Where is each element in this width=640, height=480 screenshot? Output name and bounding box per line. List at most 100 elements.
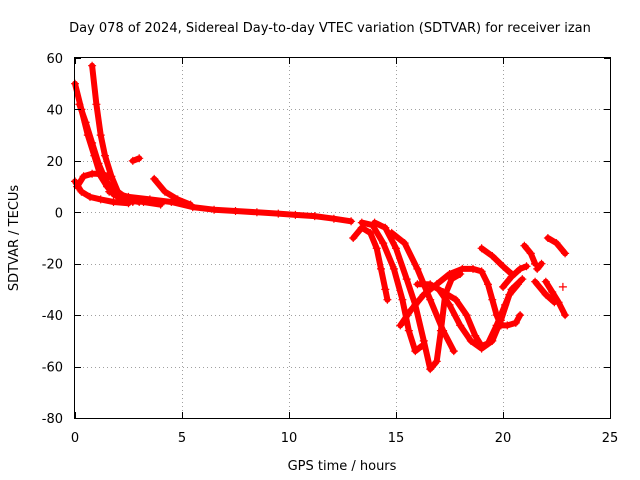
data-point-arc-14 xyxy=(471,331,480,340)
data-point-arc-14 xyxy=(451,295,460,304)
y-tick-label: 20 xyxy=(46,155,63,170)
axis-ticks: 0 5 10 15 20 25 -80 -60 -40 -20 0 20 40 60 xyxy=(42,52,619,446)
data-point-arc-18 xyxy=(541,277,550,286)
data-point-arc-06 xyxy=(329,214,338,223)
data-point-arc-14 xyxy=(439,288,448,296)
data-point-arc-01 xyxy=(83,131,92,140)
data-point-arc-11 xyxy=(447,275,456,284)
data-point-arc-14 xyxy=(462,311,471,320)
data-point-arc-13 xyxy=(477,267,486,276)
data-point-arc-02 xyxy=(81,118,90,127)
data-point-arc-15 xyxy=(496,316,505,325)
data-point-arc-07 xyxy=(150,174,159,183)
data-point-arc-01 xyxy=(90,151,99,160)
data-point-arc-03 xyxy=(92,100,101,109)
data-point-arc-06 xyxy=(105,187,114,196)
series-trace-arc-02 xyxy=(76,101,143,205)
data-point-arc-12 xyxy=(413,264,422,273)
x-tick-label: 0 xyxy=(71,431,79,446)
series-trace-arc-16 xyxy=(500,263,530,290)
data-point-arc-07 xyxy=(186,200,195,209)
data-point-arc-03 xyxy=(101,151,109,160)
data-point-arc-03 xyxy=(96,131,105,140)
data-point-arc-14 xyxy=(492,321,501,330)
plot-frame xyxy=(74,57,611,419)
y-tick-label: 40 xyxy=(46,103,63,118)
data-point-arc-03 xyxy=(156,200,165,209)
data-point-arc-14 xyxy=(426,280,435,289)
series-trace-arc-21 xyxy=(521,242,539,267)
data-point-arc-02 xyxy=(94,159,103,168)
data-point-arc-22 xyxy=(537,259,546,268)
data-point-arc-15 xyxy=(456,321,465,330)
data-point-arc-14 xyxy=(507,285,516,294)
data-point-arc-10 xyxy=(417,342,426,350)
data-point-arc-10 xyxy=(379,239,388,248)
data-point-arc-18 xyxy=(548,288,557,296)
x-axis-label: GPS time / hours xyxy=(288,459,397,474)
data-point-arc-20 xyxy=(541,290,550,299)
data-point-arc-04 xyxy=(86,192,94,201)
data-point-arc-04 xyxy=(109,198,118,206)
data-point-arc-11 xyxy=(402,275,411,284)
data-point-arc-17 xyxy=(477,244,486,253)
series-trace-arc-18 xyxy=(542,278,569,319)
data-point-arc-04 xyxy=(96,195,105,204)
data-point-arc-08 xyxy=(135,154,144,163)
data-point-arc-07 xyxy=(173,195,182,204)
data-point-arc-17 xyxy=(507,270,516,278)
data-point-arc-09 xyxy=(381,285,390,294)
series-trace-arc-17 xyxy=(478,245,515,277)
data-point-arc-05 xyxy=(96,169,105,178)
data-point-arc-15 xyxy=(514,280,522,289)
data-point-arc-02 xyxy=(75,100,84,109)
data-point-arc-10 xyxy=(389,264,398,273)
y-tick-label: -40 xyxy=(42,309,63,324)
data-point-arc-16 xyxy=(499,282,507,291)
data-point-arc-13 xyxy=(407,306,415,314)
x-tick-label: 20 xyxy=(495,431,512,446)
data-point-arc-13 xyxy=(484,280,492,289)
chart-title: Day 078 of 2024, Sidereal Day-to-day VTE… xyxy=(69,21,591,36)
y-tick-label: -60 xyxy=(42,361,63,376)
x-tick-label: 15 xyxy=(388,431,405,446)
data-point-arc-04 xyxy=(77,187,86,196)
y-tick-label: 60 xyxy=(46,52,63,67)
data-point-arc-19 xyxy=(561,249,570,258)
data-point-arc-06 xyxy=(210,205,219,214)
data-point-arc-10 xyxy=(411,347,420,356)
data-point-arc-22 xyxy=(533,264,542,273)
data-point-arc-14 xyxy=(413,280,422,289)
series-trace-arc-10 xyxy=(358,219,425,355)
data-point-arc-11 xyxy=(392,244,400,253)
data-point-arc-11 xyxy=(432,357,441,366)
data-point-arc-01 xyxy=(103,182,112,191)
data-point-arc-09 xyxy=(377,264,385,273)
data-point-arc-06 xyxy=(167,198,176,206)
data-point-arc-19 xyxy=(543,234,552,242)
data-point-arc-14 xyxy=(484,339,492,348)
data-point-arc-03 xyxy=(113,187,122,196)
data-point-arc-15 xyxy=(488,336,497,345)
data-point-arc-06 xyxy=(291,210,300,219)
x-tick-label: 5 xyxy=(178,431,186,446)
data-point-arc-20 xyxy=(531,277,540,286)
data-point-arc-21 xyxy=(520,241,529,250)
data-point-arc-07 xyxy=(160,187,169,196)
data-point-arc-17 xyxy=(488,252,497,260)
data-point-arc-13 xyxy=(396,321,405,330)
data-point-arc-12 xyxy=(439,326,448,335)
data-point-arc-11 xyxy=(381,223,390,232)
data-point-arc-21 xyxy=(526,249,535,258)
data-traces xyxy=(72,62,569,373)
data-point-arc-12 xyxy=(400,239,409,248)
data-point-arc-06 xyxy=(252,208,261,217)
data-point-arc-12 xyxy=(426,295,435,304)
data-point-arc-10 xyxy=(398,295,407,304)
data-point-arc-05 xyxy=(105,172,114,181)
data-point-arc-09 xyxy=(366,228,375,237)
data-point-arc-11 xyxy=(426,365,435,374)
data-point-arc-13 xyxy=(419,290,428,299)
data-point-arc-06 xyxy=(274,209,283,218)
